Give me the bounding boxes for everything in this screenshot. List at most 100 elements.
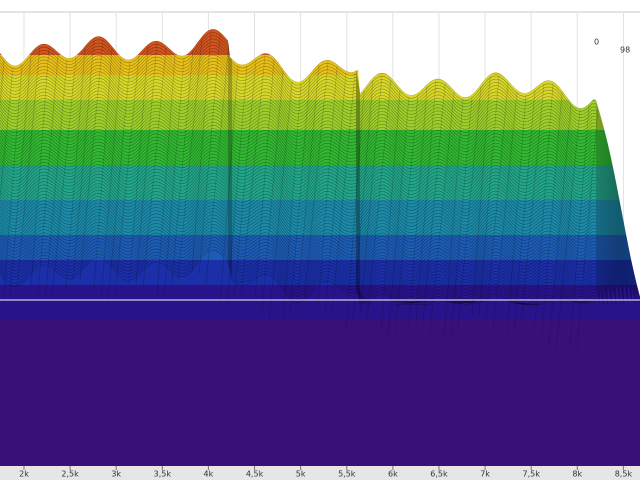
slice-line <box>0 204 605 305</box>
ridge-line <box>191 31 212 272</box>
ridge-line <box>219 65 239 306</box>
ridge-line <box>16 46 41 287</box>
ridge-line <box>142 47 167 288</box>
ridge-line <box>548 104 572 345</box>
slice-line <box>0 108 625 304</box>
ridge-line <box>0 60 5 109</box>
slice-line <box>0 249 557 306</box>
ridge-line <box>394 94 419 335</box>
slice-line <box>0 198 605 299</box>
x-axis-bar <box>0 466 640 480</box>
slice-line <box>0 153 613 288</box>
ridge-line <box>471 76 491 317</box>
ridge-line <box>268 81 293 322</box>
x-tick-label: 5k <box>296 470 306 479</box>
x-tick-label: 6k <box>388 470 398 479</box>
ridge-line <box>93 48 113 289</box>
slice-line <box>0 201 605 302</box>
slice-line <box>0 176 609 293</box>
ridge-line <box>170 50 194 291</box>
ridge-line <box>296 65 320 306</box>
slice-line <box>0 89 625 285</box>
slice-line <box>0 240 565 306</box>
slice-line <box>0 99 625 295</box>
ridge-line <box>156 55 176 296</box>
depth-label: 98 <box>620 46 630 55</box>
x-tick-label: 8,5k <box>615 470 633 479</box>
ridge-line <box>282 83 302 324</box>
slice-line <box>0 124 621 299</box>
color-band <box>0 285 640 320</box>
slice-line <box>0 112 621 287</box>
ridge-line <box>177 38 203 279</box>
slice-line <box>0 227 597 304</box>
ridge-line <box>457 86 482 327</box>
slice-line <box>0 121 621 296</box>
slice-line <box>0 51 637 304</box>
slice-line <box>0 160 613 294</box>
slice-line <box>0 243 561 306</box>
slice-line <box>0 70 629 287</box>
ridge-line <box>254 59 275 300</box>
ridge-line <box>366 79 392 320</box>
x-tick-label: 7k <box>480 470 490 479</box>
ridge-line <box>240 55 266 296</box>
ridge-line <box>541 92 563 333</box>
x-tick-label: 8k <box>572 470 582 479</box>
slice-line <box>0 54 633 290</box>
slice-line <box>0 192 605 292</box>
ridge-line <box>443 98 464 340</box>
ridge-line <box>30 47 50 288</box>
slice-line <box>0 41 637 295</box>
ridge-line <box>415 80 437 322</box>
slice-line <box>0 211 601 297</box>
ridge-line <box>317 66 338 307</box>
slice-line <box>0 131 617 285</box>
slice-line <box>0 188 609 305</box>
slice-line <box>0 92 625 288</box>
slice-line <box>0 80 629 296</box>
ridges <box>0 31 599 351</box>
ridge-line <box>205 43 230 284</box>
ridge-line <box>226 65 248 306</box>
ridge-line <box>576 109 599 350</box>
ridge-line <box>37 54 59 295</box>
slice-line <box>0 137 617 292</box>
ridge-line <box>408 86 428 327</box>
slice-line <box>0 44 637 298</box>
ridge-line <box>198 34 221 275</box>
ridge-line <box>9 54 32 295</box>
slice-line <box>0 73 629 290</box>
slice-line <box>0 96 625 292</box>
ridge-line <box>100 58 122 299</box>
slice-line <box>0 64 633 299</box>
ridge-line <box>485 82 509 323</box>
x-tick-label: 7,5k <box>523 470 541 479</box>
ridge-line <box>506 95 527 336</box>
ridge-line <box>429 92 455 333</box>
slice-line <box>0 214 601 300</box>
ridge-line <box>44 59 68 301</box>
slice-line <box>0 230 597 303</box>
slice-line <box>0 169 613 304</box>
slice-line <box>0 76 629 293</box>
slice-line <box>0 83 629 299</box>
ridge-line <box>450 96 473 337</box>
slice-line <box>0 140 617 295</box>
ridge-line <box>261 71 284 312</box>
slice-line <box>0 60 633 296</box>
slice-line <box>0 185 609 302</box>
x-axis: 2k 2,5k 3k 3,5k 4k 4,5k 5k 5,5k 6k 6,5k 7k 7,5k 8k 8,… <box>19 466 632 479</box>
floor <box>0 300 640 466</box>
color-band <box>0 165 640 200</box>
ridge-line <box>492 92 518 333</box>
ridge-line <box>114 55 140 296</box>
slice-line <box>0 233 569 304</box>
ridge-line <box>534 83 554 324</box>
slice-line <box>0 67 633 303</box>
ridge-line <box>387 96 410 337</box>
slice-line <box>0 166 613 301</box>
ridge-line <box>569 105 590 346</box>
ridge-line <box>380 90 401 331</box>
